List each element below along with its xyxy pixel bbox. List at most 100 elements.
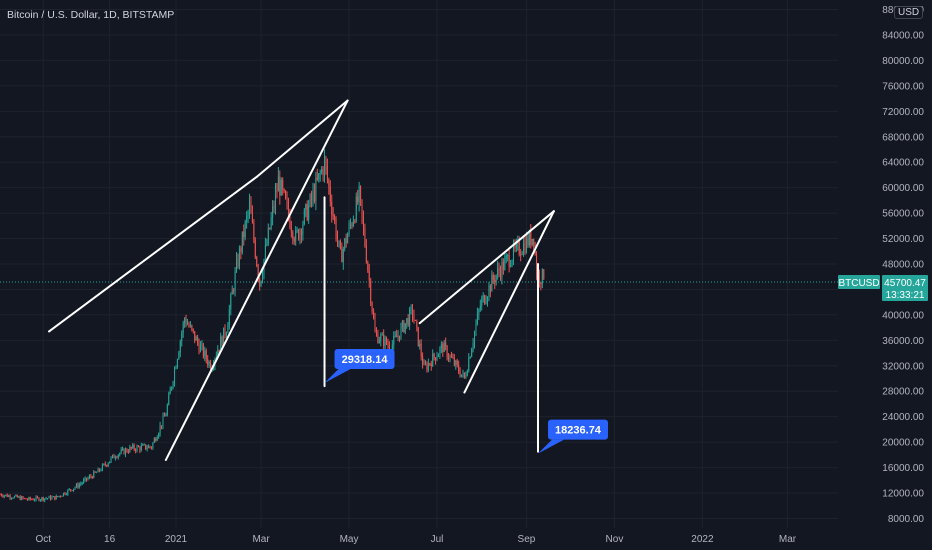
- price-tag-bg: [882, 275, 928, 301]
- candle-body: [286, 198, 288, 203]
- candle-body: [469, 357, 471, 359]
- candle-body: [52, 496, 54, 498]
- candle-body: [381, 334, 383, 336]
- candle-body: [142, 444, 144, 446]
- x-tick-label: May: [340, 534, 359, 545]
- price-callout[interactable]: 29318.14: [324, 348, 395, 383]
- candle-body: [303, 209, 305, 225]
- candle-body: [347, 234, 349, 244]
- candle-body: [126, 449, 128, 452]
- candle-body: [45, 498, 47, 500]
- candle-body: [292, 231, 294, 240]
- candle-body: [62, 492, 64, 496]
- candle-body: [308, 205, 310, 221]
- candle-body: [264, 245, 266, 260]
- candle-body: [448, 357, 450, 359]
- candle-body: [274, 191, 276, 208]
- candle-body: [394, 335, 396, 337]
- candle-body: [139, 446, 141, 451]
- candle-body: [228, 309, 230, 326]
- candle-body: [38, 497, 40, 501]
- y-tick-label: 60000.00: [882, 183, 924, 194]
- candle-body: [337, 238, 339, 241]
- callout-label: 18236.74: [555, 425, 602, 437]
- candle-body: [83, 479, 85, 483]
- candle-body: [73, 488, 75, 491]
- y-tick-label: 8000.00: [888, 514, 925, 525]
- candle-body: [527, 236, 529, 246]
- candle-body: [471, 349, 473, 358]
- candle-body: [207, 359, 209, 365]
- candle-body: [321, 169, 323, 174]
- candle-body: [174, 369, 176, 382]
- candle-body: [272, 206, 274, 218]
- candle-body: [523, 242, 525, 254]
- candle-body: [361, 199, 363, 217]
- candle-body: [341, 248, 343, 263]
- candle-body: [64, 492, 66, 495]
- candle-body: [220, 336, 222, 350]
- candle-body: [227, 325, 229, 334]
- candle-body: [412, 307, 414, 316]
- candle-body: [456, 360, 458, 365]
- candle-body: [86, 477, 88, 480]
- candle-body: [178, 352, 180, 360]
- candle-body: [332, 214, 334, 217]
- candle-body: [300, 230, 302, 235]
- candle-body: [437, 354, 439, 357]
- trendline: [418, 210, 555, 325]
- candle-body: [354, 220, 356, 222]
- candle-body: [172, 381, 174, 387]
- candle-body: [253, 222, 255, 241]
- candle-body: [351, 224, 353, 227]
- candle-body: [371, 302, 373, 312]
- candle-body: [305, 204, 307, 210]
- candle-body: [65, 494, 67, 496]
- candle-body: [475, 323, 477, 332]
- y-tick-label: 84000.00: [882, 30, 924, 41]
- candle-body: [449, 355, 451, 359]
- candle-body: [155, 438, 157, 441]
- candle-body: [3, 495, 5, 497]
- candle-body: [365, 245, 367, 262]
- candle-body: [488, 285, 490, 298]
- candle-body: [427, 363, 429, 370]
- candle-body: [508, 255, 510, 267]
- candle-body: [360, 186, 362, 200]
- candle-body: [312, 190, 314, 201]
- candle-body: [103, 463, 105, 465]
- price-callout[interactable]: 18236.74: [537, 419, 608, 454]
- candle-body: [237, 258, 239, 267]
- candle-body: [426, 364, 428, 370]
- candle-body: [74, 487, 76, 489]
- candle-body: [143, 444, 145, 446]
- candle-body: [184, 318, 186, 323]
- candle-body: [26, 499, 28, 501]
- candle-body: [11, 498, 13, 500]
- candle-body: [518, 241, 520, 255]
- candle-body: [169, 389, 171, 395]
- currency-button[interactable]: USD: [894, 6, 924, 19]
- candle-body: [289, 215, 291, 228]
- candle-body: [114, 457, 116, 459]
- candle-body: [93, 471, 95, 478]
- candle-body: [168, 394, 170, 405]
- candle-body: [528, 231, 530, 246]
- candle-body: [41, 497, 43, 500]
- candle-body: [399, 335, 401, 339]
- candle-body: [195, 337, 197, 341]
- candle-body: [328, 179, 330, 187]
- candle-body: [494, 279, 496, 283]
- y-tick-label: 16000.00: [882, 463, 924, 474]
- candle-body: [334, 216, 336, 221]
- trendline: [463, 210, 555, 394]
- candle-body: [60, 495, 62, 497]
- candle-body: [119, 453, 121, 455]
- y-tick-label: 28000.00: [882, 387, 924, 398]
- candle-body: [407, 318, 409, 326]
- candle-body: [24, 498, 26, 500]
- candle-body: [383, 334, 385, 347]
- candle-body: [507, 255, 509, 257]
